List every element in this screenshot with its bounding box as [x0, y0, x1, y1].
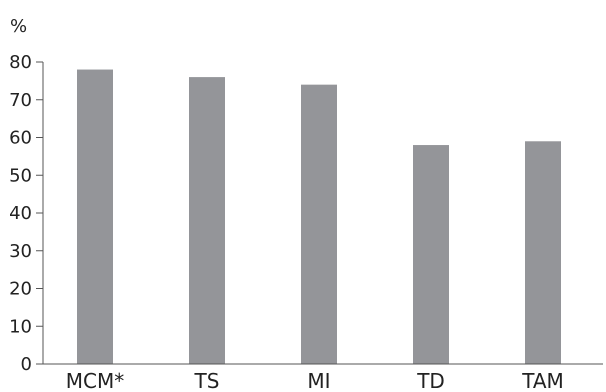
axes [42, 62, 603, 365]
x-category-label: TD [416, 369, 445, 392]
bars [77, 69, 561, 365]
y-tick-label: 20 [9, 279, 32, 300]
y-tick-label: 60 [9, 128, 32, 149]
x-axis-labels: MCM* TS MI TD TAM [66, 369, 564, 392]
x-category-label: MCM* [66, 369, 124, 392]
y-tick-label: 0 [21, 354, 32, 375]
bar-td [413, 145, 449, 364]
y-axis-ticks: 0 10 20 30 40 50 60 70 80 [9, 52, 43, 375]
bar-ts [189, 77, 225, 364]
x-category-label: TS [194, 369, 220, 392]
y-tick-label: 10 [9, 316, 32, 337]
y-axis-unit-label: % [10, 16, 27, 37]
bar-tam [525, 141, 561, 364]
x-category-label: MI [307, 369, 330, 392]
y-tick-label: 50 [9, 165, 32, 186]
x-category-label: TAM [521, 369, 564, 392]
y-tick-label: 40 [9, 203, 32, 224]
bar-mcm [77, 69, 113, 365]
y-tick-label: 80 [9, 52, 32, 73]
y-tick-label: 30 [9, 241, 32, 262]
y-tick-label: 70 [9, 90, 32, 111]
bar-mi [301, 84, 337, 365]
